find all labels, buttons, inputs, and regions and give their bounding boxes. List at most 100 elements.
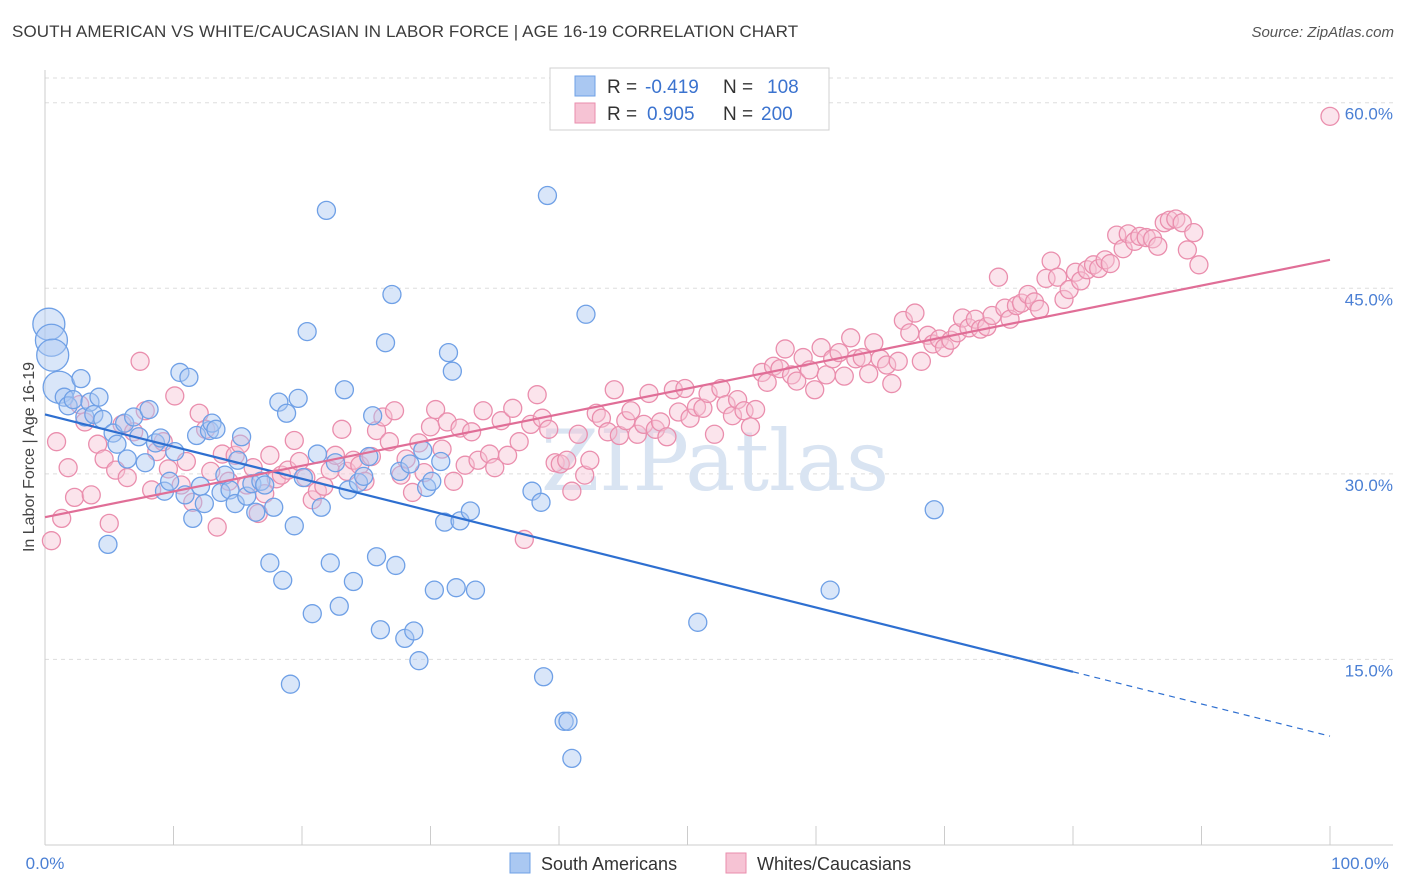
y-axis-label: In Labor Force | Age 16-19 xyxy=(21,362,38,552)
bottom-legend-label-blue: South Americans xyxy=(541,854,677,874)
point-blue-21 xyxy=(139,399,159,420)
point-pink-97 xyxy=(616,411,636,431)
legend-swatch-pink xyxy=(574,102,596,124)
point-pink-171 xyxy=(1054,289,1074,310)
point-blue-57 xyxy=(297,321,317,342)
point-pink-145 xyxy=(900,323,920,343)
point-blue-90 xyxy=(446,578,466,598)
point-pink-79 xyxy=(509,432,529,452)
point-blue-30 xyxy=(183,508,203,529)
point-pink-84 xyxy=(539,419,559,439)
point-pink-95 xyxy=(604,380,624,400)
point-blue-5 xyxy=(58,396,78,416)
point-blue-103 xyxy=(820,580,840,600)
point-pink-87 xyxy=(557,450,577,470)
point-blue-55 xyxy=(288,388,308,409)
point-pink-68 xyxy=(443,471,464,491)
point-blue-68 xyxy=(348,472,369,493)
point-blue-9 xyxy=(80,392,100,412)
point-pink-104 xyxy=(657,427,677,447)
point-pink-108 xyxy=(680,408,700,428)
point-pink-77 xyxy=(497,445,518,465)
point-blue-88 xyxy=(438,342,459,363)
legend-swatch-blue xyxy=(574,75,596,97)
point-blue-60 xyxy=(311,497,331,517)
point-pink-192 xyxy=(1177,240,1198,260)
x-tick-label-max: 100.0% xyxy=(1331,854,1389,873)
point-pink-144 xyxy=(893,310,914,331)
point-pink-179 xyxy=(1100,253,1120,274)
point-pink-178 xyxy=(1095,250,1115,270)
point-blue-92 xyxy=(460,501,480,521)
series-legend: South Americans Whites/Caucasians xyxy=(509,852,911,874)
point-blue-69 xyxy=(354,466,374,486)
point-blue-2 xyxy=(36,338,70,372)
point-blue-89 xyxy=(442,361,462,381)
point-blue-54 xyxy=(284,516,304,536)
point-blue-47 xyxy=(255,475,275,495)
point-pink-27 xyxy=(201,461,221,482)
point-pink-114 xyxy=(716,394,736,415)
point-blue-50 xyxy=(269,392,289,412)
point-pink-174 xyxy=(1071,271,1091,291)
point-blue-49 xyxy=(264,497,284,517)
point-pink-181 xyxy=(1113,239,1133,259)
point-blue-77 xyxy=(390,461,410,482)
point-pink-98 xyxy=(621,401,641,421)
point-pink-194 xyxy=(1189,255,1209,275)
point-blue-93 xyxy=(465,580,486,600)
point-blue-102 xyxy=(688,612,708,632)
point-blue-6 xyxy=(63,389,83,410)
point-pink-94 xyxy=(598,422,618,442)
point-pink-13 xyxy=(117,467,137,488)
y-tick-label-45: 45.0% xyxy=(1345,290,1393,309)
point-blue-33 xyxy=(194,493,214,514)
legend-r-value-pink: 0.905 xyxy=(647,104,695,125)
point-blue-40 xyxy=(225,493,245,514)
point-pink-112 xyxy=(704,424,725,444)
point-pink-147 xyxy=(911,351,932,371)
point-pink-10 xyxy=(99,513,119,534)
point-blue-42 xyxy=(231,427,252,447)
point-pink-65 xyxy=(425,399,446,420)
bottom-legend-label-pink: Whites/Caucasians xyxy=(757,854,911,874)
point-blue-64 xyxy=(329,596,349,616)
bottom-legend-swatch-pink xyxy=(725,852,747,874)
point-pink-88 xyxy=(562,481,582,501)
gridlines xyxy=(45,77,1393,660)
point-pink-106 xyxy=(668,402,689,422)
point-pink-0 xyxy=(41,531,62,551)
x-ticks xyxy=(44,826,1331,845)
point-pink-7 xyxy=(81,485,101,505)
point-blue-29 xyxy=(179,367,199,388)
point-pink-193 xyxy=(1184,222,1204,243)
trend-lines xyxy=(44,258,1331,737)
legend-r-value-blue: -0.419 xyxy=(645,77,699,98)
point-blue-67 xyxy=(343,571,364,592)
point-pink-90 xyxy=(575,465,595,485)
point-blue-7 xyxy=(71,368,91,389)
point-blue-71 xyxy=(363,406,383,426)
point-pink-89 xyxy=(568,424,588,444)
point-pink-151 xyxy=(934,338,955,358)
legend-n-label-blue: N = xyxy=(723,77,753,98)
y-tick-label-60: 60.0% xyxy=(1345,105,1393,124)
point-blue-76 xyxy=(386,555,406,576)
point-blue-63 xyxy=(325,453,346,473)
point-blue-1 xyxy=(34,323,69,357)
point-blue-86 xyxy=(431,451,451,472)
point-pink-100 xyxy=(634,414,654,435)
point-pink-126 xyxy=(787,371,807,391)
point-blue-61 xyxy=(316,200,337,221)
point-blue-51 xyxy=(273,570,293,590)
point-pink-28 xyxy=(207,517,227,537)
point-blue-52 xyxy=(276,403,297,423)
point-pink-169 xyxy=(1041,251,1061,271)
point-pink-37 xyxy=(260,445,280,465)
point-pink-195 xyxy=(1320,106,1340,126)
point-pink-165 xyxy=(1018,284,1038,305)
point-blue-45 xyxy=(246,502,266,522)
point-pink-131 xyxy=(816,365,836,385)
bottom-legend-swatch-blue xyxy=(509,852,531,874)
